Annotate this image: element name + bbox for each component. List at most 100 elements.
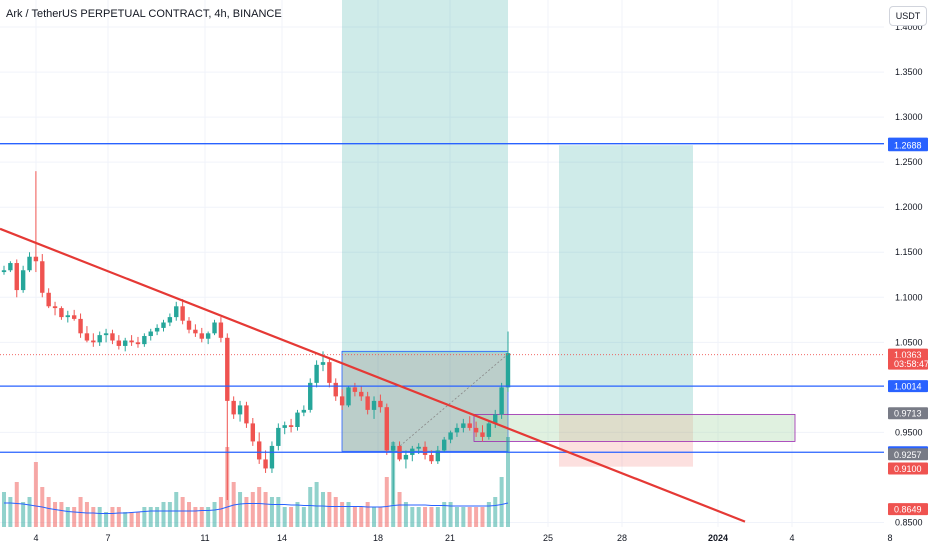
profit-zone <box>342 0 508 354</box>
x-tick-label: 7 <box>105 533 110 543</box>
volume-bar <box>155 507 160 527</box>
candle-body <box>116 340 122 346</box>
price-label-bg <box>888 407 928 420</box>
volume-bar <box>416 507 421 527</box>
volume-bar <box>480 507 485 527</box>
candle-body <box>295 412 300 428</box>
candle-body <box>244 405 249 424</box>
candle-body <box>359 391 364 397</box>
candle-body <box>14 263 19 291</box>
volume-bar <box>21 502 26 527</box>
candle-body <box>288 425 294 428</box>
candle-body <box>422 446 428 455</box>
candle-body <box>448 432 453 440</box>
y-tick-label: 1.2000 <box>895 202 923 212</box>
candle-body <box>301 409 307 413</box>
candle-body <box>46 292 51 307</box>
candle-body <box>129 340 134 343</box>
volume-bar <box>378 507 383 527</box>
time-axis[interactable]: 4 7 11 14 18 21 25 28 2024 4 8 <box>0 527 893 550</box>
candle-body <box>205 333 211 339</box>
y-tick-label: 1.3000 <box>895 112 923 122</box>
price-label-bg <box>888 448 928 461</box>
volume-bar <box>59 502 64 527</box>
volume-bar <box>161 502 166 527</box>
volume-bar <box>493 497 498 527</box>
y-tick-label: 0.9500 <box>895 427 923 437</box>
volume-bar <box>289 507 294 527</box>
candle-body <box>135 342 141 345</box>
candle-body <box>403 454 409 460</box>
volume-bar <box>199 507 204 527</box>
candle-body <box>435 450 441 462</box>
candle-body <box>320 362 326 365</box>
volume-bar <box>442 502 447 527</box>
volume-bar <box>193 507 198 527</box>
volume-bar <box>333 497 338 527</box>
x-tick-label: 4 <box>789 533 794 543</box>
price-labels: 1.27051.26881.036303:58:471.00140.97130.… <box>888 137 929 516</box>
candle-body <box>20 270 26 291</box>
y-tick-label: 1.2500 <box>895 157 923 167</box>
volume-bar <box>276 497 281 527</box>
candle-body <box>78 318 83 334</box>
volume-bar <box>135 512 140 527</box>
volume-bar <box>308 487 313 527</box>
volume-bar <box>320 492 325 527</box>
candle-body <box>269 445 275 469</box>
volume-bar <box>206 507 211 527</box>
candle-body <box>384 407 389 451</box>
x-tick-label: 21 <box>445 533 455 543</box>
volume-bar <box>53 502 58 527</box>
currency-button[interactable]: USDT <box>889 6 927 26</box>
volume-bar <box>474 507 479 527</box>
volume-bar <box>372 507 377 527</box>
candle-body <box>429 454 434 462</box>
price-label: 1.2688 <box>894 141 922 151</box>
candle-body <box>327 362 332 383</box>
candle-body <box>467 423 472 428</box>
volume-bar <box>116 507 121 527</box>
volume-bar <box>123 512 128 527</box>
y-tick-label: 1.4000 <box>895 22 923 32</box>
x-tick-label: 18 <box>373 533 383 543</box>
candle-body <box>148 331 153 337</box>
volume-bar <box>314 482 319 527</box>
volume-bar <box>397 492 402 527</box>
candle-body <box>416 446 421 449</box>
candle-body <box>59 308 64 318</box>
xaxis-background <box>0 527 884 550</box>
candle-body <box>256 441 262 460</box>
candle-body <box>52 306 58 309</box>
price-label: 1.0363 <box>894 350 922 360</box>
y-tick-label: 1.0500 <box>895 337 923 347</box>
volume-bar <box>295 502 300 527</box>
volume-bar <box>142 507 147 527</box>
volume-bar <box>346 502 351 527</box>
volume-bar <box>486 502 491 527</box>
volume-ma-line <box>4 502 509 514</box>
drawn-lines <box>0 143 884 523</box>
volume-bar <box>263 492 268 527</box>
candle-body <box>84 333 90 341</box>
volume-bar <box>104 512 109 527</box>
projection-line <box>399 354 508 447</box>
volume-bar <box>8 497 13 527</box>
price-label-bg <box>888 139 928 152</box>
price-label-bg <box>888 357 928 370</box>
candle-body <box>499 387 504 415</box>
price-label: 0.8649 <box>894 505 922 515</box>
price-label-bg <box>888 348 928 361</box>
volume-bar <box>506 437 510 527</box>
x-tick-label: 2024 <box>708 533 728 543</box>
candle-body <box>352 387 358 392</box>
candle-body <box>174 306 179 318</box>
volume-bar <box>91 507 96 527</box>
candle-body <box>486 423 492 437</box>
candle-body <box>505 353 511 388</box>
volume-ma <box>4 502 509 514</box>
price-label: 1.0014 <box>894 382 922 392</box>
volume-bar <box>454 507 459 527</box>
price-label-bg <box>888 380 928 393</box>
